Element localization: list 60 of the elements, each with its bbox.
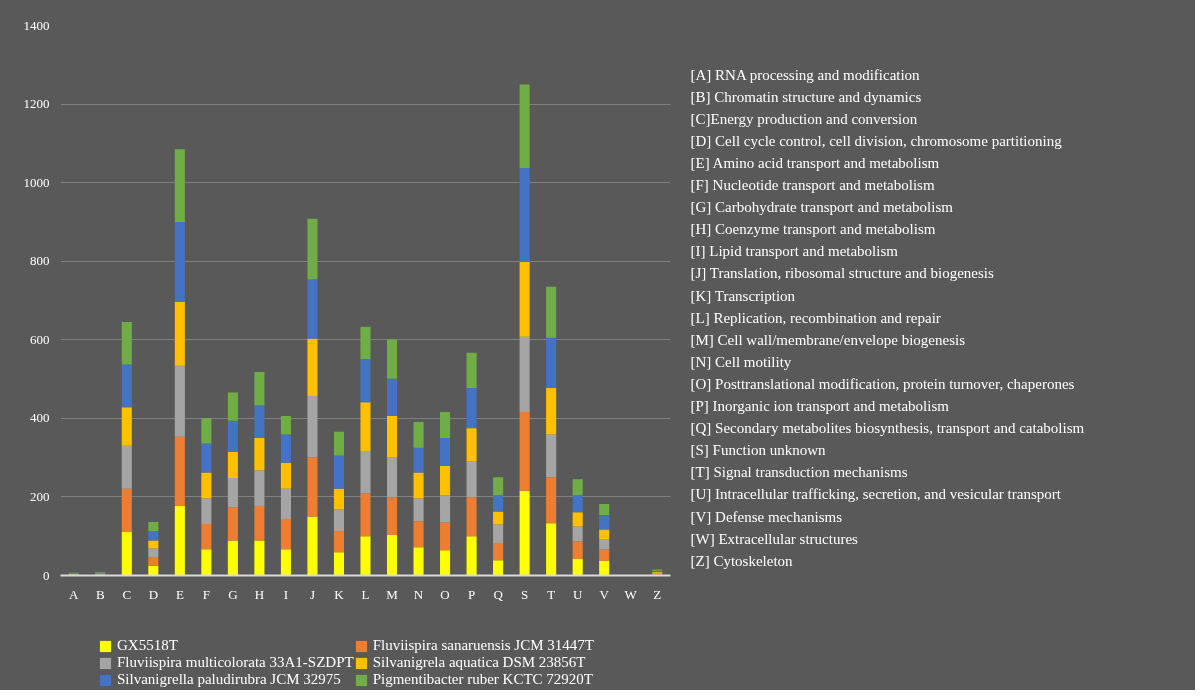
x-tick-label: Z: [653, 586, 662, 602]
y-tick-label: 600: [30, 331, 50, 347]
legend-label: Pigmentibacter ruber KCTC 72920T: [372, 671, 594, 688]
x-tick-label: V: [599, 586, 610, 602]
x-tick-label: D: [148, 586, 159, 602]
x-tick-label: B: [95, 586, 105, 602]
legend-label: Silvanigrella paludirubra JCM 32975: [117, 671, 341, 688]
x-tick-label: S: [521, 586, 529, 602]
text: [B] Chromatin structure and dynamics: [690, 88, 922, 105]
text: [H] Coenzyme transport and metabolism: [690, 221, 936, 238]
text: [E] Amino acid transport and metabolism: [690, 154, 940, 171]
x-tick-label: W: [624, 586, 638, 602]
legend-label: Silvanigrela aquatica DSM 23856T: [372, 654, 586, 671]
legend-label: GX5518T: [117, 637, 178, 654]
text: [U] Intracellular trafficking, secretion, and vesicular transport: [690, 486, 1062, 503]
text: [K] Transcription: [690, 287, 796, 304]
text: [J] Translation, ribosomal structure and biogenesis: [690, 265, 994, 282]
x-tick-label: L: [361, 586, 370, 602]
y-tick-label: 400: [30, 410, 50, 426]
y-tick-label: 1200: [23, 96, 50, 112]
x-tick-label: Q: [493, 586, 504, 602]
text: [A] RNA processing and modification: [690, 66, 921, 83]
x-tick-label: U: [572, 586, 583, 602]
y-tick-label: 1000: [23, 174, 50, 190]
x-tick-label: H: [254, 586, 265, 602]
legend-label: Fluviispira sanaruensis JCM 31447T: [372, 637, 594, 654]
x-tick-label: I: [283, 586, 289, 602]
y-tick-label: 200: [30, 488, 50, 504]
text: [D] Cell cycle control, cell division, chromosome partitioning: [690, 132, 1063, 149]
y-tick-label: 1400: [23, 17, 50, 33]
x-tick-label: C: [122, 586, 132, 602]
text: [Z] Cytoskeleton: [690, 552, 794, 569]
text: [N] Cell motility: [690, 353, 792, 370]
text: [W] Extracellular structures: [690, 530, 859, 547]
text: [I] Lipid transport and metabolism: [690, 243, 899, 260]
legend-label: Fluviispira multicolorata 33A1-SZDPT: [117, 654, 354, 671]
y-tick-label: 800: [30, 253, 50, 269]
x-tick-label: O: [440, 586, 450, 602]
x-tick-label: A: [69, 586, 80, 602]
text: [Q] Secondary metabolites biosynthesis, transport and catabolism: [690, 420, 1085, 437]
text: [S] Function unknown: [690, 442, 826, 459]
x-tick-label: K: [334, 586, 345, 602]
text: [T] Signal transduction mechanisms: [690, 464, 908, 481]
y-tick-label: 0: [43, 567, 50, 583]
text: [F] Nucleotide transport and metabolism: [690, 177, 935, 193]
x-tick-label: F: [202, 586, 210, 602]
text: [L] Replication, recombination and repair: [690, 309, 941, 326]
x-tick-label: E: [175, 586, 184, 602]
text: [C]Energy production and conversion: [690, 110, 918, 127]
x-tick-label: G: [228, 586, 238, 602]
text: [O] Posttranslational modification, protein turnover, chaperones: [690, 375, 1075, 392]
x-tick-label: M: [386, 586, 399, 602]
x-tick-label: P: [467, 586, 476, 602]
x-tick-label: T: [547, 586, 556, 602]
x-tick-label: N: [413, 586, 424, 602]
text: [P] Inorganic ion transport and metabolism: [690, 398, 950, 414]
text: [V] Defense mechanisms: [690, 508, 843, 525]
text: [G] Carbohydrate transport and metabolism: [690, 199, 954, 216]
x-tick-label: J: [309, 586, 315, 602]
text: [M] Cell wall/membrane/envelope biogenesis: [690, 331, 966, 348]
